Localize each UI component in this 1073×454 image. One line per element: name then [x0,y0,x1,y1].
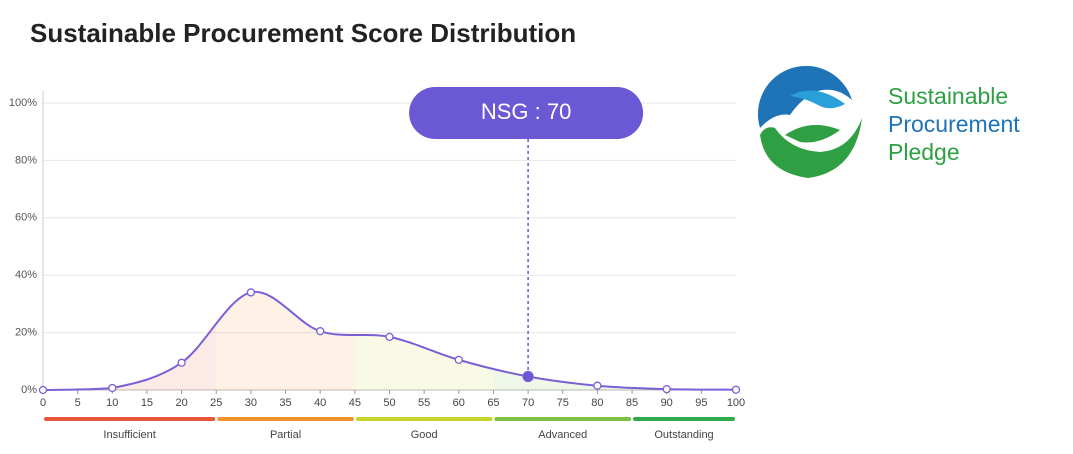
band-bar [355,417,493,421]
annotation-box [409,87,644,139]
x-tick-label: 40 [314,397,326,409]
band-label: Outstanding [654,429,713,441]
band-bar [217,417,354,421]
point [662,384,671,394]
x-tick-label: 95 [695,397,707,409]
x-tick-label: 70 [522,397,534,409]
x-tick-label: 25 [210,397,222,409]
x-tick-label: 45 [349,397,361,409]
y-tick-label: 40% [15,269,37,281]
area [354,334,494,390]
logo-text: Procurement [888,111,1020,137]
chart-title: Sustainable Procurement Score Distributi… [30,18,576,48]
x-tick-label: 100 [727,397,745,409]
area [493,369,633,390]
y-tick-label: 0% [21,384,37,396]
x-tick-label: 0 [40,397,46,409]
band-label: Partial [270,429,301,441]
x-tick-label: 50 [383,397,395,409]
y-tick-label: 20% [15,327,37,339]
logo-text: Pledge [888,139,960,165]
logo-green [760,118,862,178]
highlight-point [522,370,534,383]
x-tick-label: 60 [453,397,465,409]
x-tick-label: 55 [418,397,430,409]
logo-hand [785,125,840,143]
point [385,332,394,342]
logo-text: Sustainable [888,83,1008,109]
x-tick-label: 20 [175,397,187,409]
logo-drop [790,90,845,109]
x-tick-label: 30 [245,397,257,409]
point [593,381,602,390]
annotation-label: NSG : 70 [481,99,571,124]
logo: Sustainable Procurement Pledge [752,65,1020,179]
point [731,385,741,394]
x-tick-label: 80 [591,397,603,409]
x-tick-label: 75 [557,397,569,409]
band-label: Insufficient [103,429,155,441]
x-tick-label: 85 [626,397,638,409]
band-label: Advanced [538,429,587,441]
x-tick-label: 65 [487,397,499,409]
x-tick-label: 15 [141,397,153,409]
area [43,323,217,390]
x-tick-label: 10 [106,397,118,409]
point [38,385,48,395]
band-label: Good [411,429,438,441]
band-bar [494,417,632,421]
area [216,292,355,390]
point [316,327,325,336]
x-tick-label: 35 [279,397,291,409]
y-tick-label: 80% [15,154,37,166]
y-tick-label: 60% [15,212,37,224]
band-bar [633,417,735,421]
band-bar [44,417,216,421]
x-tick-label: 90 [661,397,673,409]
point [454,355,463,365]
x-tick-label: 5 [75,397,81,409]
point [246,288,256,297]
y-tick-label: 100% [9,97,37,109]
point [108,383,117,393]
point [177,358,186,367]
